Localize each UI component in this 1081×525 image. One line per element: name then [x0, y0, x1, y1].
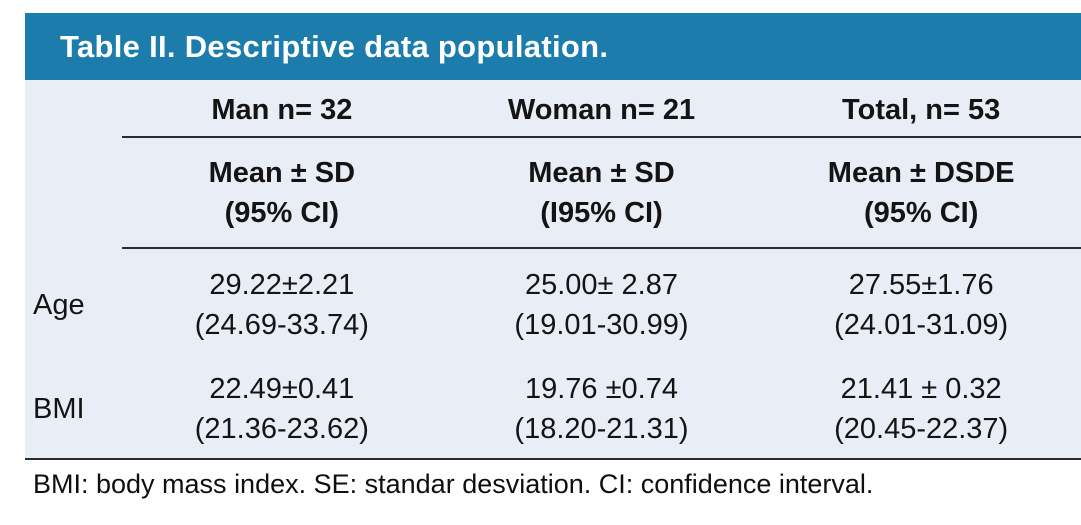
bmi-man-mean: 22.49±0.41 — [209, 373, 355, 405]
age-total-cell: 27.55±1.76 (24.01-31.09) — [761, 249, 1081, 360]
subheader-total-line1: Mean ± DSDE — [827, 156, 1015, 189]
subheader-man-line2: (95% CI) — [224, 196, 340, 229]
subheader-woman: Mean ± SD (I95% CI) — [441, 138, 762, 249]
subheader-total-line2: (95% CI) — [863, 196, 979, 229]
column-header-row: Man n= 32 Woman n= 21 Total, n= 53 — [25, 80, 1081, 138]
age-man-cell: 29.22±2.21 (24.69-33.74) — [122, 249, 442, 360]
bmi-total-mean: 21.41 ± 0.32 — [840, 373, 1002, 405]
subheader-row: Mean ± SD (95% CI) Mean ± SD (I95% CI) M… — [25, 138, 1081, 249]
age-woman-cell: 25.00± 2.87 (19.01-30.99) — [442, 249, 762, 360]
row-label-bmi: BMI — [33, 393, 85, 425]
subheader-empty — [25, 138, 122, 247]
age-total-ci: (24.01-31.09) — [834, 308, 1009, 341]
table-title: Table II. Descriptive data population. — [60, 28, 609, 64]
bmi-man-cell: 22.49±0.41 (21.36-23.62) — [122, 360, 442, 458]
age-man-mean: 29.22±2.21 — [209, 268, 355, 301]
column-header-woman: Woman n= 21 — [441, 80, 762, 138]
age-man-ci: (24.69-33.74) — [194, 308, 369, 341]
subheader-man-line1: Mean ± SD — [208, 156, 356, 189]
bmi-woman-ci: (18.20-21.31) — [514, 413, 689, 445]
bmi-woman-mean: 19.76 ±0.74 — [524, 373, 678, 405]
table: Table II. Descriptive data population. M… — [25, 13, 1081, 460]
age-total-mean: 27.55±1.76 — [848, 268, 994, 301]
age-woman-mean: 25.00± 2.87 — [524, 268, 678, 301]
row-label-age: Age — [33, 288, 85, 321]
column-header-total: Total, n= 53 — [761, 80, 1081, 138]
subheader-total: Mean ± DSDE (95% CI) — [761, 138, 1081, 249]
table-body: Man n= 32 Woman n= 21 Total, n= 53 Mean … — [25, 80, 1081, 460]
bmi-total-cell: 21.41 ± 0.32 (20.45-22.37) — [761, 360, 1081, 458]
column-header-man: Man n= 32 — [122, 80, 442, 138]
age-woman-ci: (19.01-30.99) — [514, 308, 689, 341]
bmi-man-ci: (21.36-23.62) — [194, 413, 369, 445]
column-header-empty — [25, 80, 122, 138]
bmi-woman-cell: 19.76 ±0.74 (18.20-21.31) — [442, 360, 762, 458]
table-row-age: Age 29.22±2.21 (24.69-33.74) 25.00± 2.87… — [25, 249, 1081, 360]
table-title-bar: Table II. Descriptive data population. — [25, 13, 1081, 80]
subheader-man: Mean ± SD (95% CI) — [122, 138, 442, 249]
subheader-woman-line2: (I95% CI) — [540, 196, 663, 229]
table-row-bmi: BMI 22.49±0.41 (21.36-23.62) 19.76 ±0.74… — [25, 360, 1081, 458]
subheader-woman-line1: Mean ± SD — [528, 156, 675, 189]
bmi-total-ci: (20.45-22.37) — [834, 413, 1009, 445]
table-footnote: BMI: body mass index. SE: standar desvia… — [33, 469, 874, 499]
